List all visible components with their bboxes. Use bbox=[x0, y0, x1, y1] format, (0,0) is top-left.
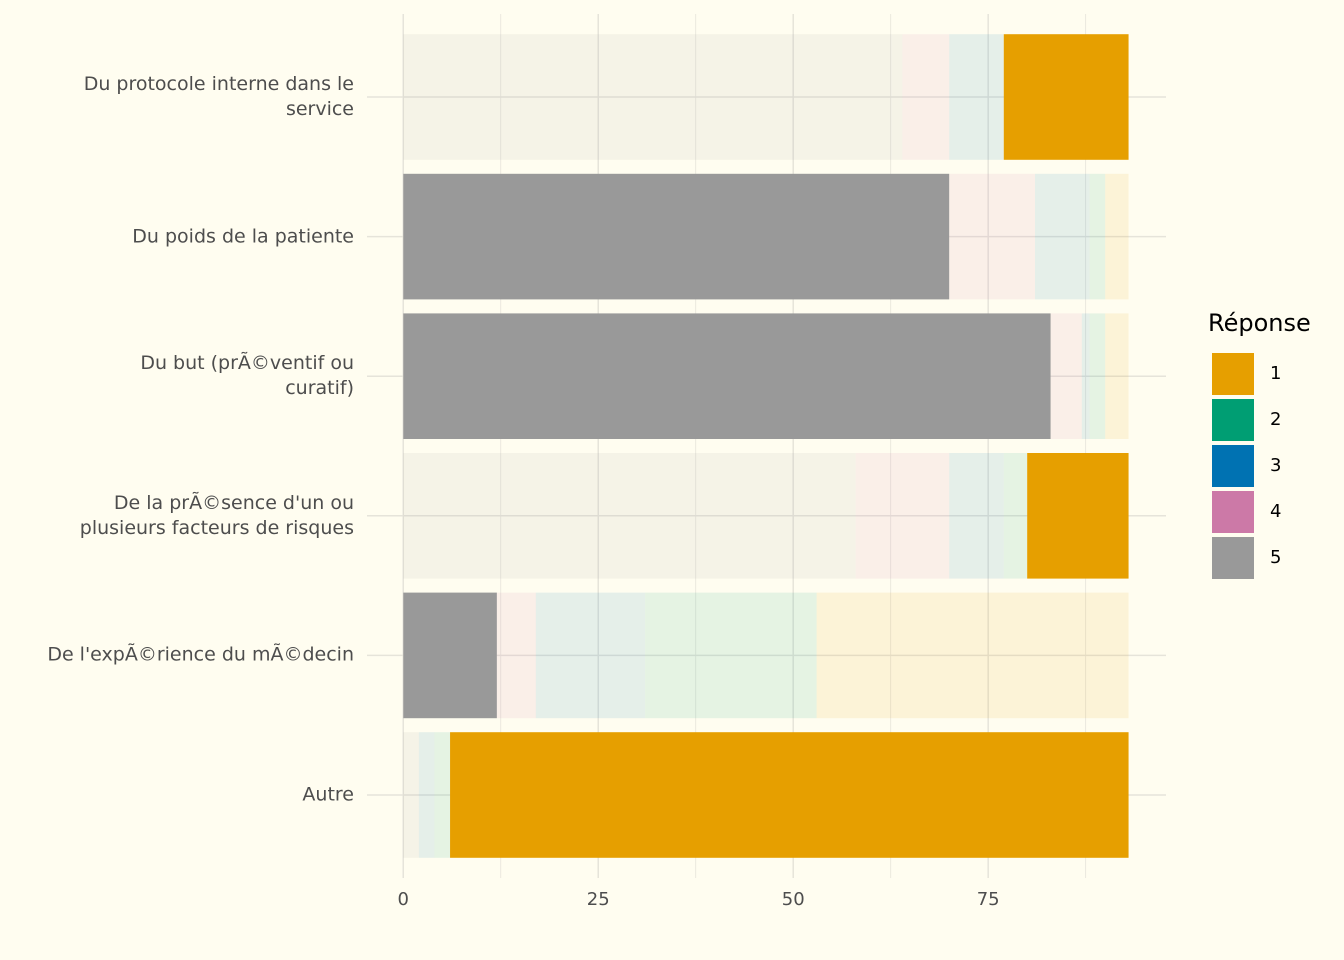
x-tick-label: 0 bbox=[398, 889, 409, 910]
y-tick-label: De la prÃ©sence d'un ou plusieurs facteu… bbox=[79, 491, 354, 539]
x-tick-label: 25 bbox=[587, 889, 610, 910]
bar-segment bbox=[949, 34, 1004, 160]
bar-segment bbox=[1105, 313, 1129, 439]
legend-label: 5 bbox=[1270, 547, 1281, 568]
bar-segment bbox=[949, 173, 1035, 300]
legend-label: 1 bbox=[1270, 363, 1281, 384]
legend-label: 2 bbox=[1270, 409, 1281, 430]
legend-key bbox=[1212, 399, 1254, 441]
legend-key bbox=[1212, 353, 1254, 395]
y-tick-label: Du poids de la patiente bbox=[132, 225, 354, 248]
bar-segment bbox=[403, 732, 419, 858]
legend-label: 3 bbox=[1270, 455, 1281, 476]
bar-segment bbox=[1081, 313, 1090, 439]
bar-segment bbox=[1027, 453, 1129, 579]
bar-segment bbox=[403, 313, 1051, 439]
bar-segment bbox=[855, 453, 950, 579]
bar-segment bbox=[535, 592, 646, 719]
bar-segment bbox=[949, 453, 1004, 579]
x-tick-label: 75 bbox=[977, 889, 1000, 910]
bar-segment bbox=[1003, 453, 1028, 579]
bar-segment bbox=[1003, 34, 1129, 160]
bar-segment bbox=[434, 732, 451, 858]
legend-key bbox=[1212, 537, 1254, 579]
bar-segment bbox=[403, 592, 497, 719]
bar-segment bbox=[816, 592, 1129, 719]
bar-segment bbox=[403, 173, 950, 300]
bar-segment bbox=[418, 732, 435, 858]
bar-segment bbox=[403, 453, 856, 579]
y-tick-label: Du protocole interne dans le service bbox=[83, 73, 354, 120]
bar-segment bbox=[450, 732, 1129, 858]
legend-key bbox=[1212, 445, 1254, 487]
x-tick-label: 50 bbox=[782, 889, 805, 910]
y-tick-label: Autre bbox=[302, 783, 354, 806]
bar-segment bbox=[496, 592, 536, 719]
legend-title: Réponse bbox=[1208, 309, 1311, 337]
bar-segment bbox=[1050, 313, 1082, 439]
bar-segment bbox=[902, 34, 950, 160]
legend-key bbox=[1212, 491, 1254, 533]
bar-segment bbox=[645, 592, 817, 719]
bar-segment bbox=[1034, 173, 1090, 300]
y-tick-label: Du but (prÃ©ventif ou curatif) bbox=[140, 352, 354, 400]
y-tick-label: De l'expÃ©rience du mÃ©decin bbox=[47, 643, 354, 666]
bar-segment bbox=[1089, 173, 1106, 300]
bar-segment bbox=[1089, 313, 1106, 439]
bar-segment bbox=[403, 34, 903, 160]
bar-segment bbox=[1105, 173, 1129, 300]
legend-label: 4 bbox=[1270, 501, 1281, 522]
